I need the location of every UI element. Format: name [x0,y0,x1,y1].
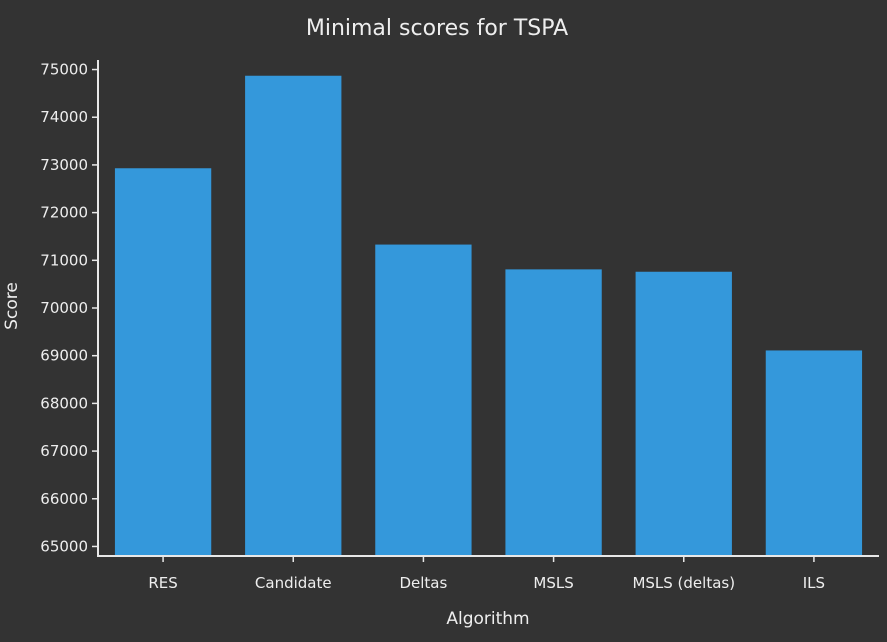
y-tick-label: 65000 [40,537,88,555]
y-tick-label: 66000 [40,490,88,508]
chart-title: Minimal scores for TSPA [306,16,568,41]
x-axis: RES Candidate Deltas MSLS MSLS (deltas) ILS [97,555,879,592]
x-axis-label: Algorithm [446,609,529,629]
y-tick-label: 71000 [40,251,88,269]
x-tick-label: ILS [803,574,825,592]
y-axis: 65000 66000 67000 68000 69000 70000 71000 72000… [40,60,99,556]
y-tick-label: 67000 [40,442,88,460]
y-tick-label: 73000 [40,156,88,174]
bar-ils [765,350,863,556]
y-tick-label: 69000 [40,347,88,365]
bars-layer [114,75,863,557]
bar-candidate [245,75,342,557]
x-tick-label: MSLS (deltas) [632,574,735,592]
x-tick-label: Candidate [255,574,332,592]
x-tick-label: MSLS [533,574,573,592]
x-tick-label: RES [148,574,177,592]
bar-res [114,168,212,556]
y-tick-label: 70000 [40,299,88,317]
y-tick-label: 68000 [40,394,88,412]
y-tick-label: 74000 [40,108,88,126]
bar-deltas [375,244,472,556]
bar-msls [505,269,602,556]
y-tick-label: 72000 [40,204,88,222]
y-tick-label: 75000 [40,61,88,79]
y-axis-label: Score [2,282,22,330]
bar-msls-deltas [635,271,732,556]
x-tick-label: Deltas [399,574,447,592]
